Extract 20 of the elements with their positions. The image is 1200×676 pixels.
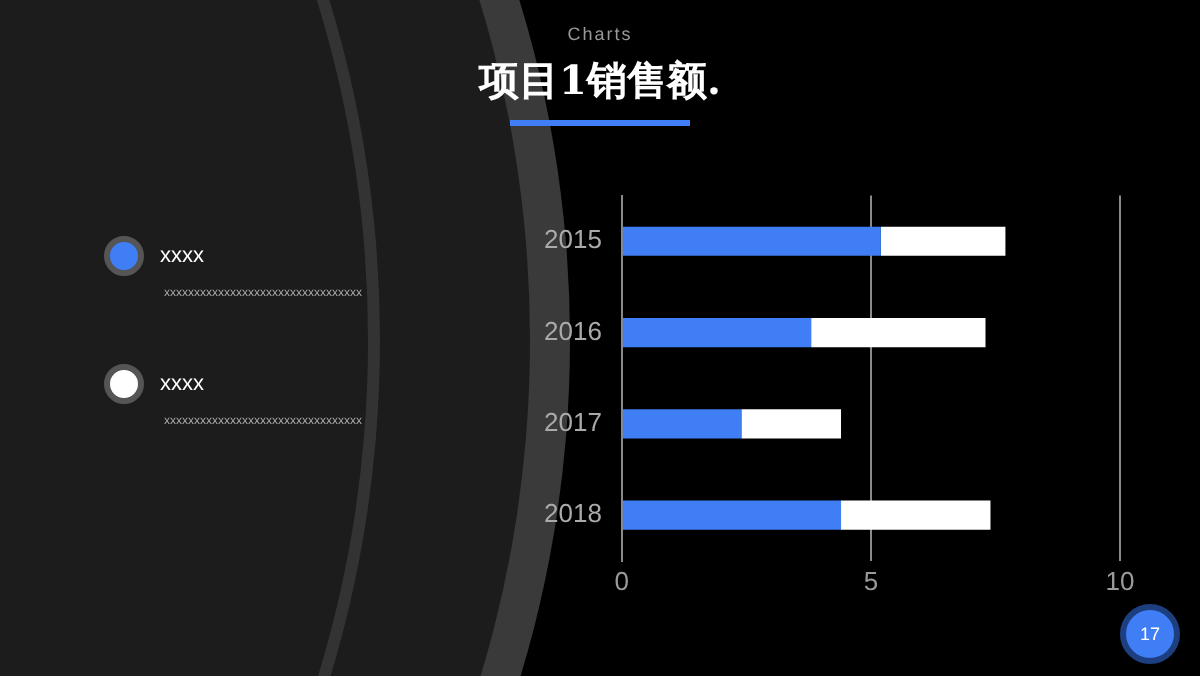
- bar: [622, 317, 812, 348]
- x-tick-label: 10: [1105, 565, 1135, 596]
- bar: [841, 500, 991, 530]
- text: 17: [1120, 604, 1180, 664]
- chart-title: 项目1销售额.: [476, 54, 723, 108]
- bar: [880, 226, 1006, 256]
- bar: [622, 226, 881, 256]
- legend-label: xxxx: [160, 372, 204, 396]
- x-tick-label: 5: [863, 565, 879, 596]
- bar: [622, 500, 842, 530]
- chart-subtitle: Charts: [565, 24, 635, 44]
- y-tick-label: 2015: [544, 224, 602, 255]
- x-tick-label: 0: [614, 565, 630, 596]
- bar: [741, 409, 842, 439]
- bar: [622, 409, 742, 439]
- y-tick-label: 2016: [544, 315, 602, 346]
- y-tick-label: 2017: [544, 407, 602, 438]
- legend-label: xxxx: [160, 244, 204, 268]
- bar: [811, 317, 986, 348]
- y-tick-label: 2018: [544, 498, 602, 529]
